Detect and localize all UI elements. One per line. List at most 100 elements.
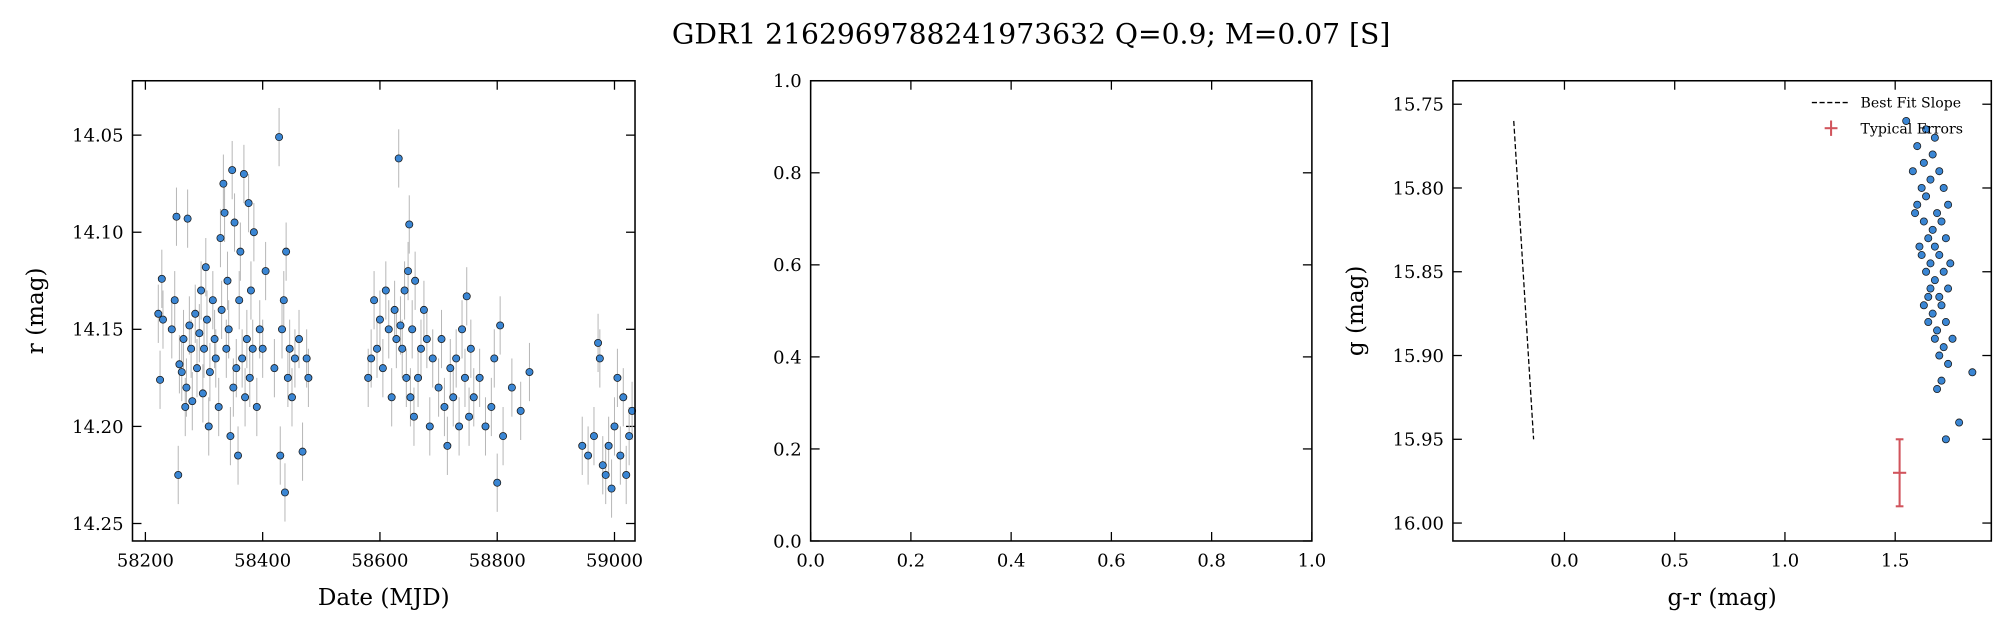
point <box>159 315 167 324</box>
axes-frame <box>1452 79 1993 542</box>
point <box>1911 209 1920 218</box>
point <box>409 412 418 421</box>
y-tick-label: 15.80 <box>1393 178 1444 199</box>
point <box>392 335 401 344</box>
point <box>1935 251 1944 259</box>
point <box>466 344 475 353</box>
x-tick-label: 0.4 <box>997 551 1026 572</box>
point <box>1955 418 1964 427</box>
point <box>1913 200 1922 209</box>
point <box>205 368 214 377</box>
point <box>214 403 223 411</box>
point <box>458 325 467 334</box>
point <box>183 214 192 223</box>
legend-label: Best Fit Slope <box>1861 96 1962 112</box>
point <box>1933 385 1942 394</box>
point <box>182 383 191 392</box>
point <box>239 169 248 178</box>
y-tick-label: 0.8 <box>773 163 802 184</box>
y-tick-label: 15.90 <box>1393 346 1444 367</box>
point <box>594 338 603 347</box>
point <box>496 321 505 330</box>
point <box>1930 276 1939 285</box>
x-tick-label: 1.0 <box>1298 551 1327 572</box>
point <box>595 354 604 363</box>
x-tick-label: 0.0 <box>1550 551 1579 572</box>
point <box>1944 284 1953 293</box>
y-tick-label: 15.95 <box>1393 430 1444 451</box>
point <box>1922 267 1931 276</box>
point <box>244 199 253 208</box>
point <box>1913 142 1922 151</box>
y-tick-label: 0.4 <box>773 347 802 368</box>
point <box>210 335 219 344</box>
y-tick-label: 0.0 <box>773 531 802 552</box>
point <box>249 228 258 237</box>
point <box>220 208 229 217</box>
point <box>487 403 496 411</box>
point <box>185 321 194 330</box>
point <box>1902 116 1911 125</box>
point <box>373 344 381 353</box>
point <box>200 344 209 353</box>
point <box>248 344 257 353</box>
point <box>1935 351 1944 360</box>
point <box>481 422 490 431</box>
point <box>188 397 197 406</box>
point <box>1926 259 1935 268</box>
point <box>175 360 184 369</box>
point <box>394 154 403 163</box>
y-tick-label: 14.10 <box>72 223 123 244</box>
point <box>625 432 634 441</box>
point <box>202 315 211 324</box>
point <box>408 325 417 334</box>
point <box>1941 234 1950 243</box>
point <box>219 179 228 188</box>
point <box>282 247 291 256</box>
point <box>443 441 452 450</box>
y-tick-label: 15.85 <box>1393 262 1444 283</box>
point <box>446 364 455 373</box>
x-tick-label: 0.5 <box>1660 551 1689 572</box>
point <box>246 286 255 295</box>
point <box>302 354 311 363</box>
point <box>1939 343 1948 352</box>
point <box>275 133 284 142</box>
x-tick-label: 58400 <box>234 551 291 572</box>
y-tick-label: 14.25 <box>72 514 123 535</box>
x-axis-label: Date (MJD) <box>318 585 450 611</box>
point <box>417 344 425 353</box>
x-tick-label: 1.0 <box>1771 551 1800 572</box>
point <box>1944 359 1953 368</box>
point <box>181 403 190 411</box>
point <box>235 296 244 305</box>
point <box>177 368 186 377</box>
point <box>1924 234 1933 243</box>
point <box>174 470 183 479</box>
y-tick-label: 1.0 <box>773 71 802 92</box>
point <box>1946 259 1955 268</box>
point <box>1930 334 1939 343</box>
legend-label: Typical Errors <box>1861 121 1963 137</box>
x-axis-label: g-r (mag) <box>1667 585 1776 611</box>
point <box>584 451 593 460</box>
point <box>607 484 616 493</box>
point <box>367 354 376 363</box>
point <box>295 335 303 344</box>
point <box>290 354 299 363</box>
point <box>1924 318 1933 326</box>
point <box>370 296 379 305</box>
point <box>1968 368 1977 377</box>
point <box>402 373 411 382</box>
point <box>462 292 471 301</box>
point <box>507 383 516 392</box>
point <box>228 166 237 175</box>
point <box>1930 133 1939 142</box>
point <box>167 325 176 334</box>
point <box>460 373 469 382</box>
x-tick-label: 58200 <box>117 551 174 572</box>
panel: 0.0 0.2 0.4 0.6 0.8 1.0 0.0 0.2 0.4 0.6 0.8 1.0 <box>773 71 1326 571</box>
figure-title: GDR1 2162969788241973632 Q=0.9; M=0.07 [… <box>672 18 1390 51</box>
point <box>211 354 220 363</box>
